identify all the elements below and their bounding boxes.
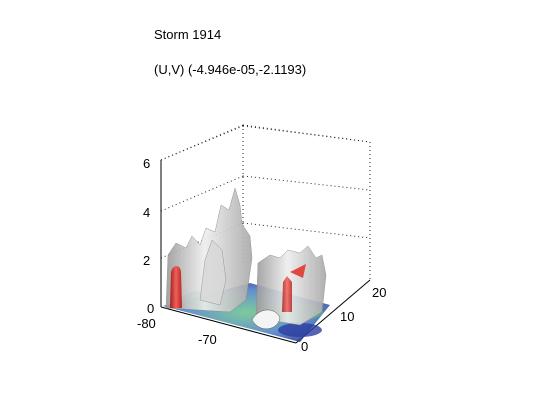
- y-tick-labels: 0 10 20: [301, 285, 386, 354]
- isosurface: [165, 187, 327, 329]
- z-tick-label: 6: [143, 156, 150, 171]
- z-tick-labels: 6 4 2 0: [143, 156, 154, 316]
- y-tick-label: 20: [372, 285, 386, 300]
- x-tick-label: -70: [198, 332, 217, 347]
- chart-title: Storm 1914: [154, 27, 222, 42]
- x-axis-line: [160, 306, 297, 344]
- y-tick-label: 10: [340, 309, 354, 324]
- z-tick-label: 2: [143, 253, 150, 268]
- y-tick-label: 0: [301, 339, 308, 354]
- hot-core-left: [170, 266, 182, 308]
- chart-subtitle: (U,V) (-4.946e-05,-2.1193): [154, 62, 307, 77]
- hot-core-tip: [290, 264, 306, 278]
- x-tick-label: -80: [137, 316, 156, 331]
- hot-core-right: [282, 276, 292, 312]
- x-tick-labels: -80 -70: [137, 316, 217, 347]
- hot-core: [170, 264, 306, 312]
- z-tick-label: 0: [147, 301, 154, 316]
- z-tick-label: 4: [143, 205, 150, 220]
